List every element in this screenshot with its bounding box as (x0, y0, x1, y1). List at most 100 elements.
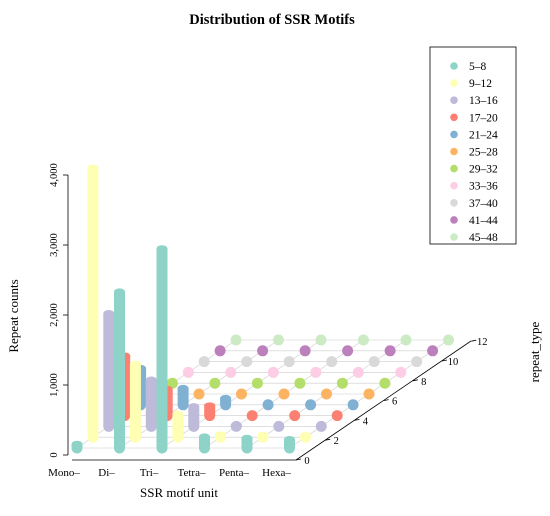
legend-marker (450, 79, 458, 87)
data-point (230, 334, 242, 346)
legend-marker (450, 181, 458, 190)
z-tick-label: 0 (304, 456, 309, 467)
data-point (257, 345, 269, 357)
legend-item: 5–8 (450, 61, 487, 73)
data-column (305, 399, 317, 411)
y-tick-label: 3,000 (49, 233, 60, 257)
data-column (273, 420, 285, 432)
legend-marker (450, 216, 458, 224)
legend-marker (450, 233, 458, 241)
data-column (204, 402, 216, 422)
legend-marker (450, 164, 458, 173)
data-column (289, 410, 301, 422)
column-body (156, 248, 168, 448)
data-point (209, 377, 221, 389)
column-body (114, 291, 125, 448)
data-column (188, 403, 200, 432)
data-point (204, 410, 216, 422)
data-column (267, 366, 279, 378)
column-cap (156, 245, 168, 252)
data-column (71, 440, 83, 454)
z-tick-mark (295, 458, 302, 461)
data-column (182, 366, 194, 378)
data-point (289, 410, 301, 422)
z-tick-label: 4 (363, 416, 369, 427)
data-column (209, 377, 221, 389)
data-point (129, 431, 141, 443)
column-body (199, 436, 210, 448)
legend-marker (450, 113, 458, 122)
data-column (262, 399, 274, 411)
data-point (363, 388, 375, 400)
data-point (87, 431, 99, 443)
column-cap (241, 434, 253, 442)
data-point (278, 388, 290, 400)
data-point (114, 442, 125, 454)
data-point (236, 388, 247, 400)
legend-marker (450, 147, 458, 156)
legend-box (429, 46, 517, 245)
data-column (166, 377, 178, 389)
data-column (310, 366, 322, 378)
data-column (352, 366, 364, 378)
legend-item: 33–36 (450, 181, 498, 193)
z-tick-label: 12 (477, 337, 488, 348)
data-column (315, 420, 327, 432)
data-column (400, 334, 412, 346)
legend-label: 45–48 (469, 232, 498, 244)
data-point (198, 356, 210, 368)
column-cap (199, 433, 210, 440)
z-tick-label: 10 (448, 357, 459, 368)
data-column (347, 399, 359, 411)
legend-marker (450, 96, 458, 104)
column-cap (114, 288, 125, 296)
legend-item: 13–16 (450, 95, 498, 107)
data-point (193, 388, 205, 400)
data-point (257, 431, 269, 443)
column-body (172, 413, 184, 438)
data-column (241, 434, 253, 454)
z-tick-label: 2 (334, 436, 339, 447)
data-column (241, 356, 253, 368)
data-point (305, 399, 317, 411)
data-column (230, 334, 242, 346)
legend-label: 13–16 (469, 95, 498, 107)
data-point (352, 366, 364, 378)
data-column (273, 334, 284, 346)
z-tick-mark (471, 339, 477, 342)
data-column (427, 345, 439, 357)
z-axis-line (295, 340, 472, 461)
legend-item: 17–20 (450, 112, 498, 124)
data-column (177, 384, 189, 411)
data-column (198, 356, 210, 368)
column-body (87, 167, 99, 438)
data-point (284, 442, 295, 454)
data-point (310, 366, 322, 378)
data-column (379, 377, 391, 389)
legend-item: 37–40 (450, 198, 498, 210)
data-column (246, 410, 258, 422)
data-point (172, 431, 184, 443)
data-column (220, 394, 232, 411)
data-column (172, 410, 184, 443)
y-tick-label: 2,000 (49, 303, 60, 327)
legend-label: 9–12 (469, 78, 492, 90)
y-tick-label: 0 (49, 452, 60, 457)
column-cap (177, 384, 189, 392)
data-point (395, 366, 407, 378)
z-tick-label: 8 (421, 377, 426, 388)
data-point (331, 410, 343, 422)
data-column (114, 288, 125, 454)
data-column (156, 245, 168, 454)
y-tick-label: 1,000 (49, 373, 60, 397)
legend-label: 37–40 (469, 198, 498, 210)
column-cap (204, 402, 216, 409)
data-column (294, 377, 306, 389)
data-point (71, 442, 83, 454)
legend-label: 29–32 (469, 164, 498, 176)
column-body (188, 406, 200, 427)
legend-marker (450, 199, 458, 207)
data-column (87, 164, 99, 443)
data-column (411, 356, 423, 368)
